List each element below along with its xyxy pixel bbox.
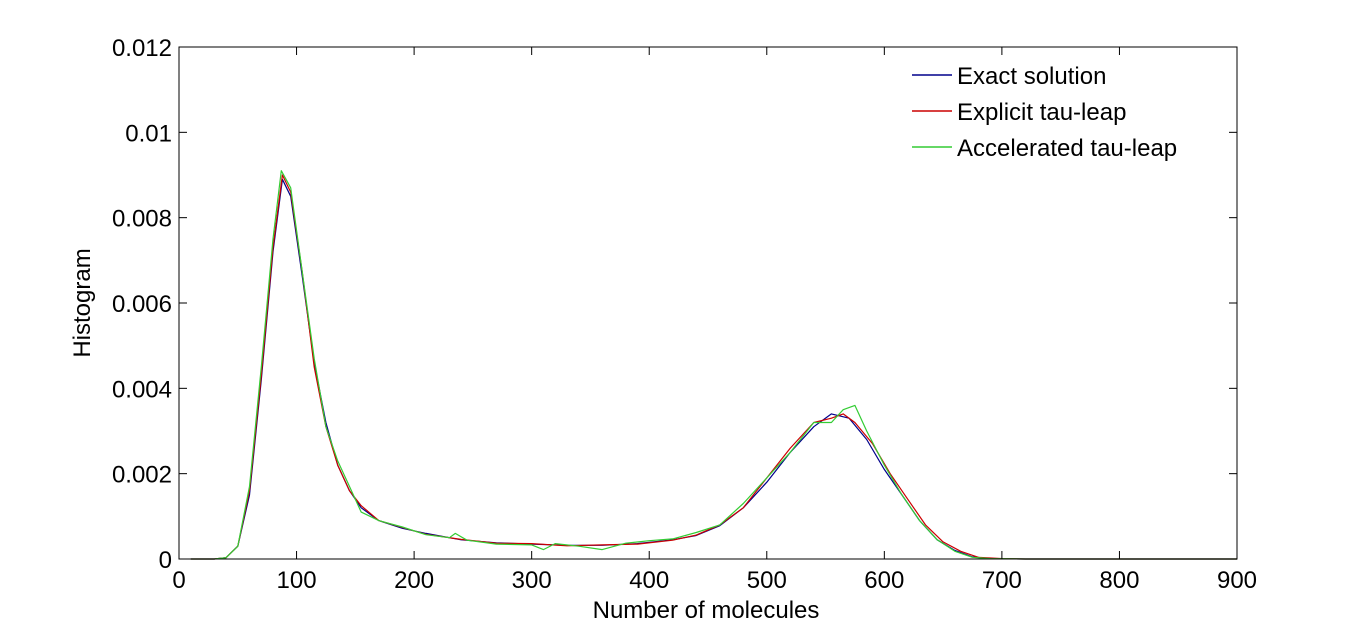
- legend-label: Accelerated tau-leap: [957, 135, 1177, 162]
- x-axis-ticks: 0 100 200 300 400 500 600 700 800 900: [172, 47, 1257, 594]
- y-tick-label: 0.01: [125, 120, 172, 147]
- x-tick-label: 700: [982, 567, 1022, 594]
- x-tick-label: 800: [1099, 567, 1139, 594]
- series-line: [190, 170, 1237, 560]
- series-line: [190, 174, 1237, 560]
- y-tick-label: 0.008: [112, 206, 172, 233]
- y-axis-ticks: 0 0.002 0.004 0.006 0.008 0.01 0.012: [112, 35, 1237, 574]
- legend-label: Exact solution: [957, 63, 1106, 90]
- y-tick-label: 0: [159, 547, 172, 574]
- legend: Exact solution Explicit tau-leap Accelerat…: [912, 63, 1177, 162]
- plot-area: [179, 47, 1237, 559]
- x-tick-label: 900: [1217, 567, 1257, 594]
- legend-label: Explicit tau-leap: [957, 99, 1126, 126]
- x-tick-label: 200: [394, 567, 434, 594]
- y-tick-label: 0.012: [112, 35, 172, 62]
- y-axis-label: Histogram: [69, 248, 96, 357]
- x-tick-label: 400: [629, 567, 669, 594]
- x-tick-label: 300: [512, 567, 552, 594]
- y-tick-label: 0.004: [112, 376, 172, 403]
- x-tick-label: 100: [277, 567, 317, 594]
- y-tick-label: 0.002: [112, 462, 172, 489]
- x-tick-label: 500: [747, 567, 787, 594]
- x-axis-label: Number of molecules: [593, 597, 820, 624]
- x-tick-label: 0: [172, 567, 185, 594]
- x-tick-label: 600: [864, 567, 904, 594]
- series-lines: [190, 170, 1237, 560]
- y-tick-label: 0.006: [112, 291, 172, 318]
